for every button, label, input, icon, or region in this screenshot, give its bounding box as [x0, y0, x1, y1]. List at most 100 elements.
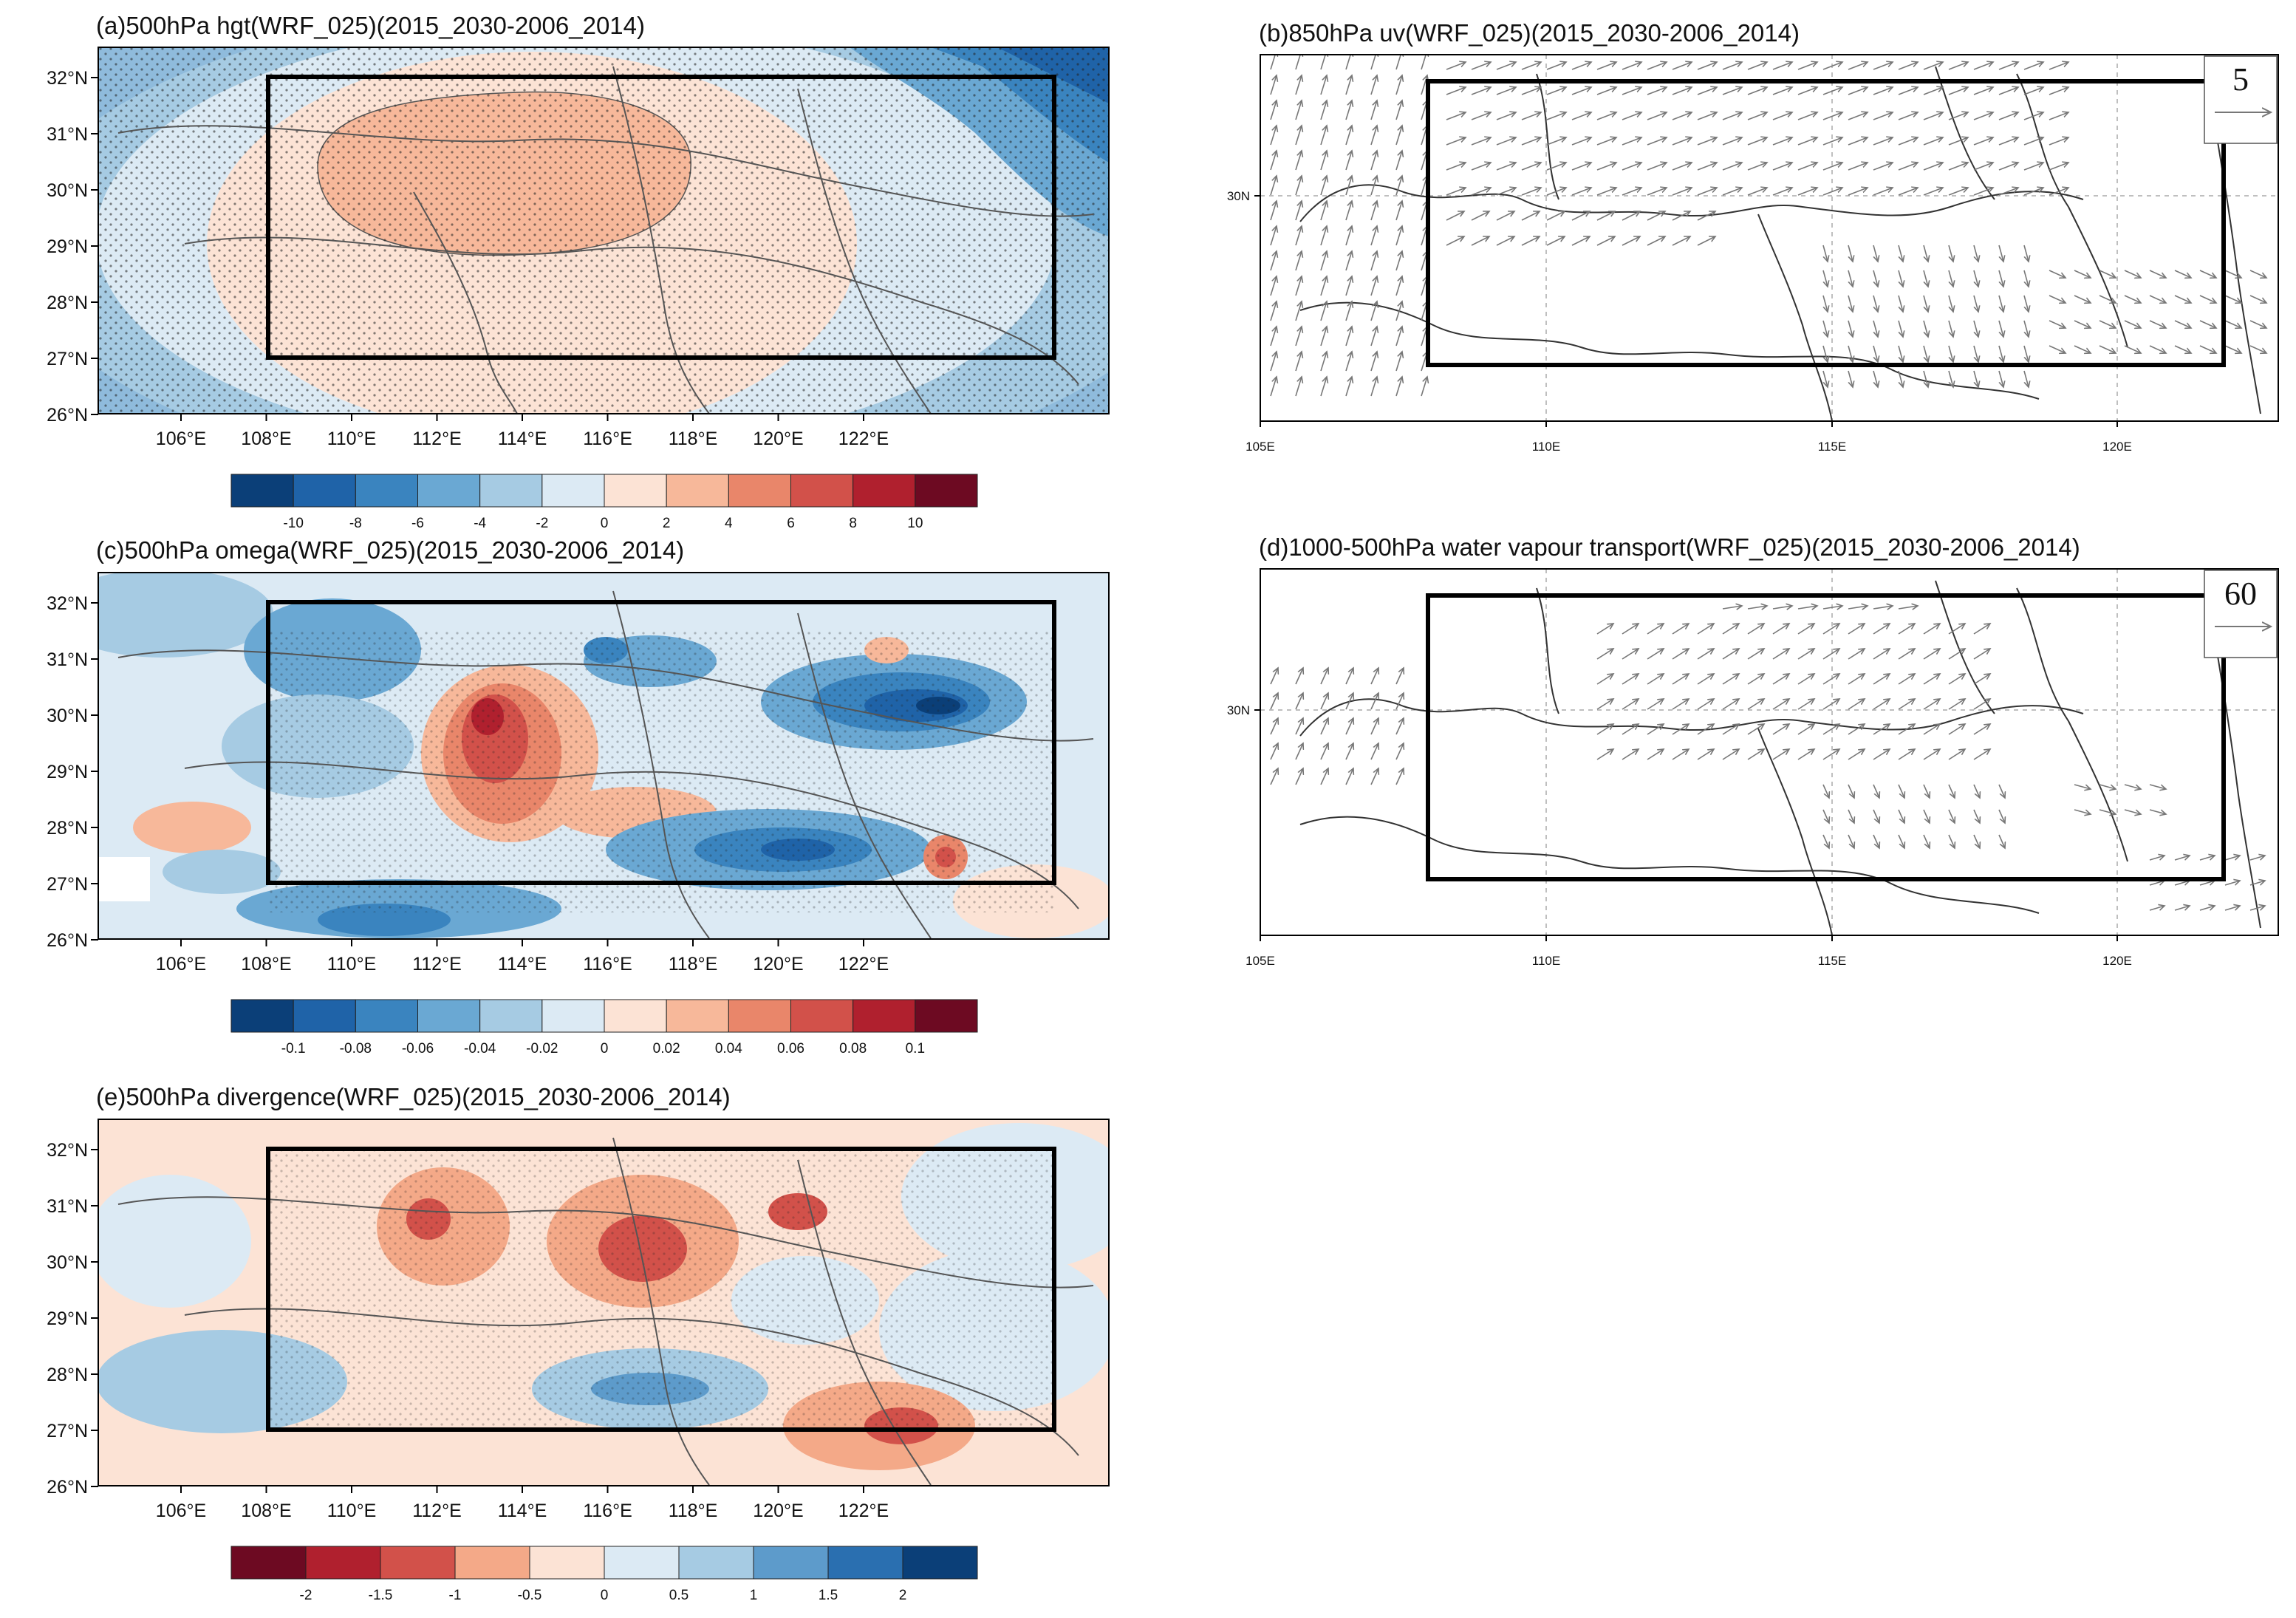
vector-arrow: [1822, 699, 1839, 710]
panel-d: (d)1000-500hPa water vapour transport(WR…: [1227, 533, 2279, 968]
y-tick-label: 31°N: [47, 1196, 88, 1217]
vector-arrow: [2149, 809, 2166, 814]
panel-e-map: [98, 1119, 1109, 1486]
vector-arrow: [1797, 724, 1814, 735]
vector-arrow: [1295, 100, 1302, 120]
vector-arrow: [2199, 856, 2215, 861]
panel-d-x-axis: 105E 110E 115E 120E: [1246, 935, 2132, 968]
vector-arrow: [1697, 699, 1714, 710]
vector-arrow: [1948, 137, 1968, 146]
vector-arrow: [1546, 137, 1566, 146]
vector-arrow: [2124, 295, 2141, 303]
vector-arrow: [1973, 87, 1993, 95]
vector-arrow: [1923, 784, 1930, 798]
vector-arrow: [1797, 699, 1814, 710]
colorbar-swatch: [355, 474, 419, 508]
vector-arrow: [1948, 188, 1968, 196]
vector-arrow: [1898, 62, 1918, 70]
vector-arrow: [1848, 649, 1865, 660]
colorbar-label: 1.5: [819, 1588, 838, 1603]
panel-e-y-axis: 32°N 31°N 30°N 29°N 28°N 27°N 26°N: [47, 1140, 98, 1498]
vector-arrow: [1622, 236, 1640, 246]
vector-arrow: [1546, 112, 1566, 120]
vector-arrow: [1873, 809, 1879, 823]
vector-arrow: [1496, 87, 1516, 95]
colorbar-swatch: [728, 999, 791, 1033]
vector-arrow: [1973, 749, 1990, 760]
x-tick-label: 120°E: [753, 1501, 803, 1521]
x-tick-label: 122°E: [838, 429, 889, 449]
y-tick-label: 30°N: [47, 1252, 88, 1273]
vector-arrow: [1370, 176, 1377, 196]
vector-arrow: [2074, 320, 2091, 328]
colorbar-label: -2: [300, 1588, 312, 1603]
vector-arrow: [2049, 163, 2068, 171]
vector-arrow: [1521, 87, 1541, 95]
vector-arrow: [1898, 834, 1904, 848]
vector-arrow: [1571, 236, 1590, 246]
vector-arrow: [1973, 784, 1980, 798]
vector-arrow: [1622, 188, 1641, 196]
vector-arrow: [1622, 624, 1639, 635]
vector-arrow: [1270, 251, 1277, 271]
vector-arrow: [1848, 674, 1865, 685]
vector-arrow: [1998, 112, 2018, 120]
vector-arrow: [1421, 377, 1427, 397]
vector-arrow: [1395, 743, 1404, 760]
vector-arrow: [1295, 151, 1302, 171]
vector-arrow: [1697, 236, 1715, 246]
vector-arrow: [1672, 112, 1692, 120]
vector-arrow: [1948, 112, 1968, 120]
vector-arrow: [1772, 163, 1792, 171]
vector-arrow: [1395, 251, 1402, 271]
vector-arrow: [1722, 606, 1742, 609]
colorbar-swatch: [666, 999, 729, 1033]
panel-a-title: (a)500hPa hgt(WRF_025)(2015_2030-2006_20…: [96, 12, 645, 39]
vector-arrow: [2023, 320, 2029, 337]
vector-arrow: [1320, 226, 1327, 246]
vector-arrow: [1973, 245, 1978, 262]
x-tick-label: 118°E: [669, 954, 718, 974]
vector-arrow: [1998, 370, 2003, 387]
vector-arrow: [1973, 137, 1993, 146]
vector-arrow: [2199, 345, 2216, 353]
vector-arrow: [1596, 749, 1613, 760]
vector-arrow: [2174, 856, 2190, 861]
x-tick-label: 114°E: [498, 954, 547, 974]
vector-arrow: [1596, 724, 1613, 735]
vector-arrow: [1747, 674, 1764, 685]
vector-arrow: [1446, 87, 1466, 95]
vector-arrow: [1320, 768, 1328, 785]
vector-arrow: [1697, 137, 1717, 146]
colorbar-swatch: [355, 999, 419, 1033]
vector-arrow: [2023, 370, 2029, 387]
vector-arrow: [1998, 87, 2018, 95]
vector-arrow: [1320, 151, 1327, 171]
x-tick-label: 110°E: [327, 1501, 377, 1521]
panel-a-colorbar: -10 -8 -6 -4 -2 0 2 4 6 8 10: [230, 474, 978, 531]
vector-arrow: [1923, 62, 1943, 70]
vector-arrow: [1622, 112, 1641, 120]
vector-arrow: [1471, 236, 1489, 246]
vector-arrow: [1747, 606, 1767, 609]
vector-arrow: [1320, 55, 1327, 70]
vector-arrow: [1747, 87, 1767, 95]
colorbar-swatch: [230, 999, 294, 1033]
vector-arrow: [1596, 163, 1616, 171]
vector-arrow: [1295, 126, 1302, 146]
vector-arrow: [1848, 137, 1868, 146]
vector-arrow: [2099, 320, 2116, 328]
y-tick-label: 27°N: [47, 874, 88, 895]
vector-arrow: [1345, 226, 1352, 246]
y-tick-label: 32°N: [47, 593, 88, 614]
vector-arrow: [1973, 320, 1978, 337]
colorbar-swatch: [230, 474, 294, 508]
x-tick-label: 112°E: [412, 429, 462, 449]
vector-arrow: [2099, 295, 2116, 303]
vector-arrow: [1898, 345, 1903, 362]
x-tick-label: 115E: [1818, 440, 1846, 454]
vector-arrow: [1571, 137, 1591, 146]
vector-arrow: [1873, 724, 1890, 735]
panel-a-y-axis: 32°N 31°N 30°N 29°N 28°N 27°N 26°N: [47, 68, 98, 426]
vector-arrow: [1923, 699, 1940, 710]
